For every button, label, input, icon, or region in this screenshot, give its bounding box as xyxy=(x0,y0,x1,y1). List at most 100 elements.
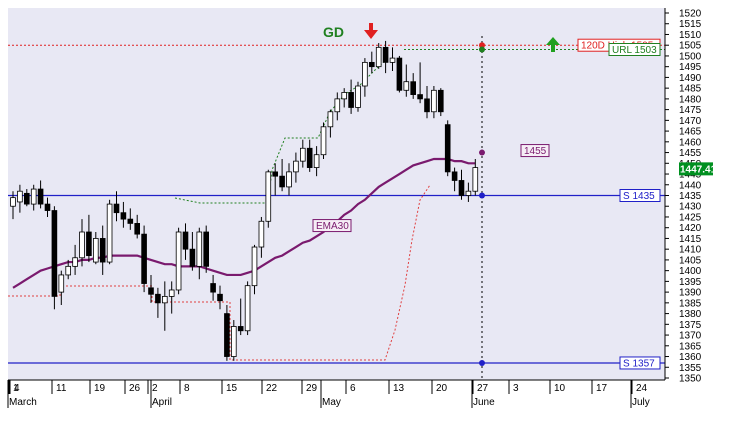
candle-body xyxy=(341,92,347,100)
candle-body xyxy=(51,210,58,297)
y-tick-label: 1360 xyxy=(679,352,702,363)
y-tick-label: 1515 xyxy=(679,19,702,30)
candle-body xyxy=(161,296,168,304)
candle-body xyxy=(10,197,16,207)
y-axis: 1350135513601365137013751380138513901395… xyxy=(664,8,717,385)
signal-label: GD xyxy=(323,24,344,40)
stop-lower-label: S 1357 xyxy=(623,358,655,369)
candle-body xyxy=(368,61,375,68)
candle-body xyxy=(258,220,265,248)
y-tick-label: 1510 xyxy=(679,30,702,41)
candle-body xyxy=(65,265,72,276)
candle-body xyxy=(306,147,313,168)
candle-body xyxy=(279,175,285,188)
x-tick-label: 27 xyxy=(477,383,489,394)
x-tick-label: 22 xyxy=(266,383,278,394)
candle-body xyxy=(410,81,416,95)
x-tick-label: 11 xyxy=(56,383,67,394)
candle-body xyxy=(355,85,361,108)
ema-value-label: 1455 xyxy=(524,146,547,157)
y-tick-label: 1475 xyxy=(679,105,702,116)
url-level-box xyxy=(608,43,661,56)
candle-body xyxy=(17,190,23,203)
candle-body xyxy=(417,94,423,100)
candle-body xyxy=(58,274,65,293)
candle-body xyxy=(127,218,134,224)
high-dot xyxy=(479,42,485,49)
y-tick-label: 1395 xyxy=(679,277,702,288)
y-tick-label: 1365 xyxy=(679,341,702,352)
stop-upper-box xyxy=(619,189,661,202)
month-label: April xyxy=(152,397,172,408)
candle-body xyxy=(299,147,306,162)
url-level-label: URL 1503 xyxy=(612,45,657,56)
candle-body xyxy=(120,212,127,220)
month-label: July xyxy=(632,397,650,408)
candle-body xyxy=(155,293,161,304)
ema30-label: EMA30 xyxy=(316,221,349,232)
candle-body xyxy=(437,89,444,113)
candle-body xyxy=(79,231,85,259)
bottom-axis-background xyxy=(8,380,705,408)
x-tick-label: 26 xyxy=(129,383,141,394)
candle-body xyxy=(334,98,341,113)
candle-body xyxy=(93,238,99,263)
stop-dot-upper xyxy=(479,192,485,199)
y-tick-label: 1400 xyxy=(679,266,702,277)
y-tick-label: 1505 xyxy=(679,41,702,52)
x-tick-label: 24 xyxy=(636,383,648,394)
candle-body xyxy=(348,92,354,108)
x-tick-label: 4 xyxy=(14,383,20,394)
candle-body xyxy=(444,124,451,173)
candle-body xyxy=(23,192,30,205)
stop-dot-lower xyxy=(479,359,485,366)
y-tick-label: 1490 xyxy=(679,73,702,84)
url-dot xyxy=(479,46,485,53)
candle-body xyxy=(182,231,189,250)
y-tick-label: 1495 xyxy=(679,62,702,73)
y-tick-label: 1390 xyxy=(679,288,702,299)
x-tick-label: 17 xyxy=(596,383,608,394)
x-tick-label: 6 xyxy=(350,383,356,394)
buy-arrow-icon xyxy=(546,37,560,52)
y-tick-label: 1470 xyxy=(679,116,702,127)
candle-body xyxy=(362,61,368,87)
candle-body xyxy=(113,203,120,214)
candle-body xyxy=(403,81,410,91)
candle-body xyxy=(431,89,437,113)
candle-body xyxy=(134,223,141,235)
candle-body xyxy=(424,98,430,113)
candle-body xyxy=(382,46,389,63)
candle-body xyxy=(313,154,320,168)
candle-body xyxy=(72,257,78,267)
candle-body xyxy=(189,248,196,267)
candle-body xyxy=(230,326,237,357)
candle-body xyxy=(458,180,465,196)
candle-body xyxy=(168,289,175,297)
candle-body xyxy=(244,285,251,332)
y-tick-label: 1465 xyxy=(679,127,702,138)
candle-body xyxy=(106,203,113,263)
candle-body xyxy=(148,287,154,295)
y-tick-label: 1385 xyxy=(679,298,702,309)
y-tick-label: 1380 xyxy=(679,309,702,320)
candle-body xyxy=(30,188,37,205)
x-tick-label: 15 xyxy=(226,383,238,394)
x-tick-label: 1 xyxy=(13,383,19,394)
candle-body xyxy=(451,171,458,181)
sell-arrow-icon xyxy=(364,23,378,39)
y-tick-label: 1435 xyxy=(679,191,702,202)
x-tick-label: 29 xyxy=(306,383,318,394)
right-axis-background xyxy=(665,8,705,380)
candle-body xyxy=(86,231,92,257)
x-tick-label: 19 xyxy=(94,383,106,394)
y-tick-label: 1415 xyxy=(679,234,702,245)
x-tick-label: 8 xyxy=(184,383,190,394)
month-label: May xyxy=(322,397,341,408)
y-tick-label: 1420 xyxy=(679,223,702,234)
ema30-line xyxy=(12,157,476,289)
candle-body xyxy=(396,57,403,91)
y-tick-label: 1520 xyxy=(679,9,702,20)
